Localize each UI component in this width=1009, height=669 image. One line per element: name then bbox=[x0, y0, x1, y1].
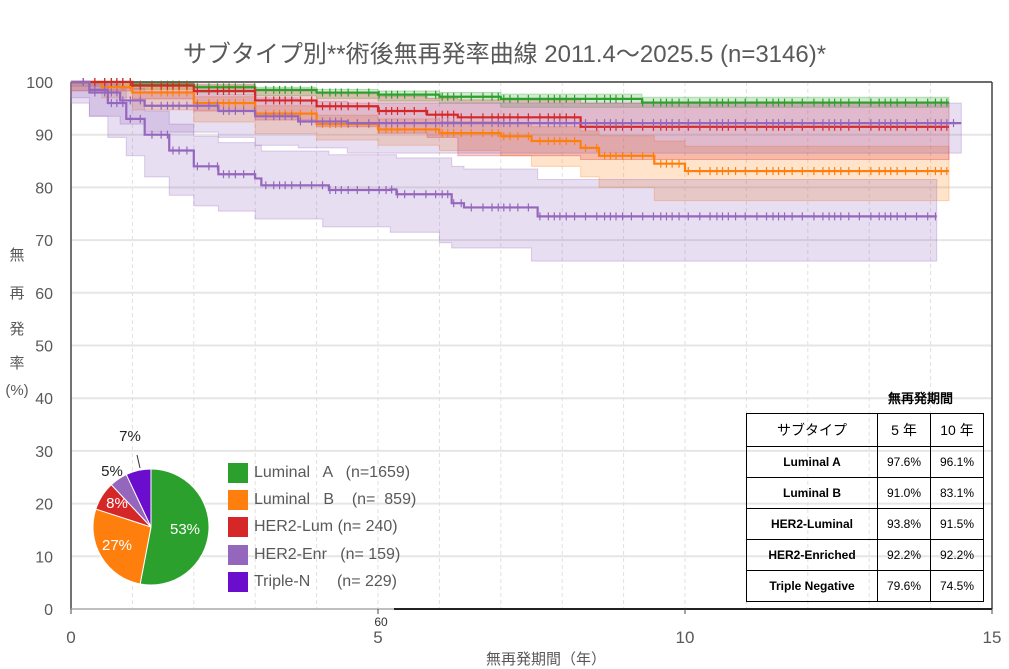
cell: 83.1% bbox=[930, 477, 984, 509]
table-header-row: サブタイプ 5 年 10 年 bbox=[746, 413, 984, 447]
pie-label: 53% bbox=[170, 521, 200, 538]
legend-item: HER2-Lum (n= 240) bbox=[228, 517, 398, 537]
cell: 91.5% bbox=[930, 508, 984, 540]
legend-item: Luminal B (n= 859) bbox=[228, 490, 416, 510]
y-tick-label: 100 bbox=[26, 75, 53, 92]
legend-label: HER2-Lum (n= 240) bbox=[254, 518, 398, 535]
cell: 79.6% bbox=[877, 570, 931, 602]
y-axis-label-char: 率 bbox=[9, 355, 25, 372]
pie-label: 7% bbox=[119, 428, 141, 445]
legend-swatch bbox=[228, 463, 248, 483]
cell: Luminal A bbox=[746, 446, 878, 478]
pie-slice bbox=[125, 468, 152, 528]
cell: HER2-Luminal bbox=[746, 508, 878, 540]
cell: 92.2% bbox=[930, 539, 984, 571]
cell: 91.0% bbox=[877, 477, 931, 509]
table-row: Triple Negative 79.6% 74.5% bbox=[746, 570, 984, 602]
header-cell: 10 年 bbox=[930, 413, 984, 447]
y-tick-label: 90 bbox=[35, 128, 53, 145]
x-tick-label: 0 bbox=[66, 628, 75, 647]
legend-label: Luminal B (n= 859) bbox=[254, 491, 417, 508]
legend-item: Luminal A (n=1659) bbox=[228, 463, 410, 483]
table-row: Luminal B 91.0% 83.1% bbox=[746, 477, 984, 509]
header-cell: 5 年 bbox=[877, 413, 931, 447]
y-tick-label: 10 bbox=[35, 549, 53, 566]
cell: 92.2% bbox=[877, 539, 931, 571]
survival-line bbox=[71, 80, 950, 128]
x-axis-title: 無再発期間（年） bbox=[486, 651, 606, 668]
y-tick-label: 70 bbox=[35, 233, 53, 250]
legend-label: Triple-N (n= 229) bbox=[254, 573, 398, 590]
legend-item: HER2-Enr (n= 159) bbox=[228, 545, 400, 565]
pie-leader-line bbox=[136, 454, 141, 469]
cell: Luminal B bbox=[746, 477, 878, 509]
cell: 74.5% bbox=[930, 570, 984, 602]
cell: 96.1% bbox=[930, 446, 984, 478]
pie-label: 8% bbox=[106, 495, 128, 512]
y-axis-label-char: 発 bbox=[9, 321, 25, 338]
y-tick-label: 30 bbox=[35, 444, 53, 461]
legend-swatch bbox=[228, 545, 248, 565]
legend-swatch bbox=[228, 572, 248, 592]
survival-line bbox=[71, 80, 950, 173]
y-tick-label: 60 bbox=[35, 286, 53, 303]
x-tick-label: 5 bbox=[373, 628, 382, 647]
pie-slice bbox=[139, 468, 210, 586]
legend-swatch bbox=[228, 517, 248, 537]
legend-item: Triple-N (n= 229) bbox=[228, 572, 397, 592]
survival-line bbox=[71, 80, 937, 218]
y-tick-label: 40 bbox=[35, 391, 53, 408]
survival-table: サブタイプ 5 年 10 年 Luminal A 97.6% 96.1% Luminal… bbox=[746, 413, 984, 602]
cell: 97.6% bbox=[877, 446, 931, 478]
chart-title: サブタイプ別**術後無再発率曲線 2011.4〜2025.5 (n=3146)* bbox=[182, 41, 827, 68]
pie-label: 5% bbox=[101, 463, 123, 480]
legend-swatch bbox=[228, 490, 248, 510]
y-axis-label-char: 再 bbox=[9, 285, 25, 302]
table-row: HER2-Luminal 93.8% 91.5% bbox=[746, 508, 984, 540]
cell: Triple Negative bbox=[746, 570, 878, 602]
stray-label: 60 bbox=[374, 615, 388, 629]
x-tick-label: 10 bbox=[676, 628, 695, 647]
y-tick-label: 80 bbox=[35, 180, 53, 197]
pie-slice bbox=[92, 508, 152, 585]
header-cell: サブタイプ bbox=[746, 413, 878, 447]
y-axis-label-char: 無 bbox=[9, 247, 25, 264]
cell: 93.8% bbox=[877, 508, 931, 540]
x-tick-label: 15 bbox=[983, 628, 1002, 647]
table-row: Luminal A 97.6% 96.1% bbox=[746, 446, 984, 478]
pie-label: 27% bbox=[102, 537, 132, 554]
y-tick-label: 50 bbox=[35, 339, 53, 356]
y-axis-label-char: (%) bbox=[5, 382, 29, 399]
legend-label: Luminal A (n=1659) bbox=[254, 464, 411, 481]
legend-label: HER2-Enr (n= 159) bbox=[254, 546, 401, 563]
y-tick-label: 0 bbox=[44, 602, 53, 619]
table-row: HER2-Enriched 92.2% 92.2% bbox=[746, 539, 984, 571]
table-title: 無再発期間 bbox=[888, 391, 954, 406]
y-tick-label: 20 bbox=[35, 497, 53, 514]
cell: HER2-Enriched bbox=[746, 539, 878, 571]
